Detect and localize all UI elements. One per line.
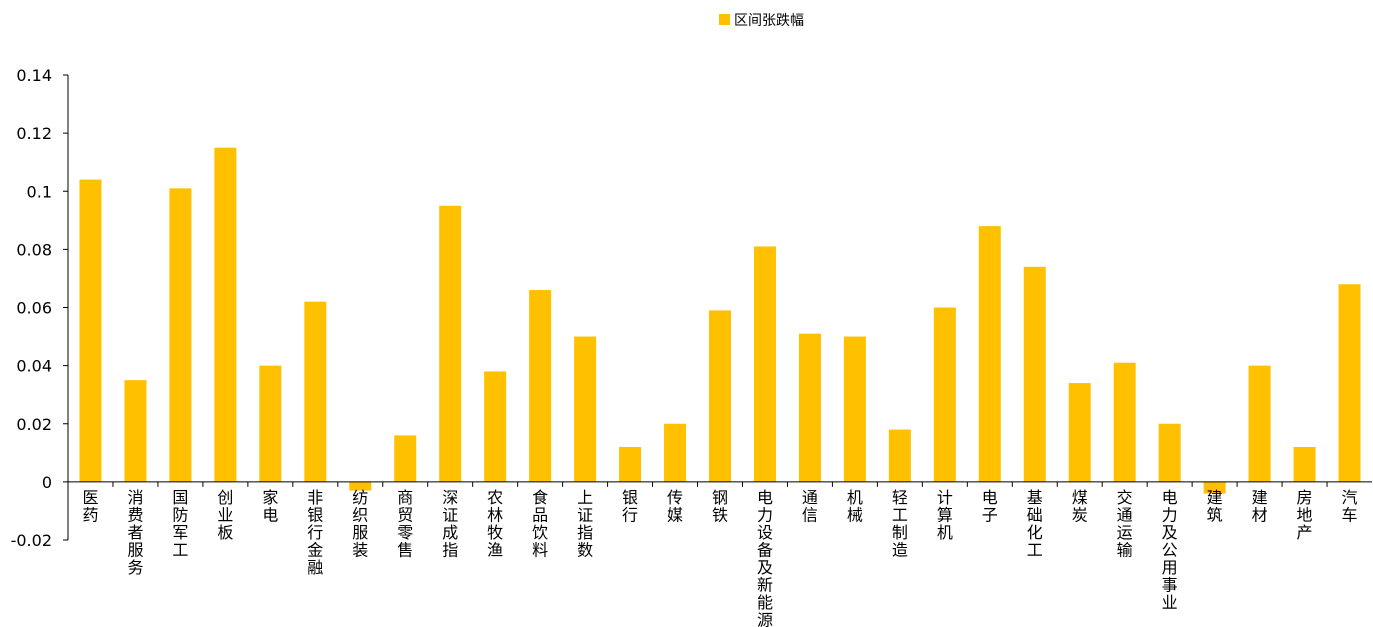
x-tick-label: 电力及公用事业: [1162, 488, 1178, 612]
legend: 区间张跌幅: [719, 13, 804, 29]
x-tick-label: 食品饮料: [532, 488, 548, 560]
bar: [439, 205, 462, 482]
bar: [259, 365, 282, 482]
x-tick-label: 创业板: [217, 488, 233, 542]
y-tick-label: 0.14: [16, 66, 52, 85]
bar: [484, 371, 507, 482]
x-tick-label: 通信: [802, 488, 818, 525]
x-tick-label: 电力设备及新能源: [757, 488, 773, 627]
y-axis: -0.02 0 0.02 0.04 0.06 0.08 0.1 0.12 0.14: [11, 66, 69, 550]
bar: [753, 246, 776, 482]
x-tick-label: 基础化工: [1027, 488, 1043, 560]
x-tick-label: 医药: [82, 488, 98, 525]
y-tick-label: 0.1: [27, 182, 52, 201]
bar: [709, 310, 731, 482]
bar: [843, 336, 866, 482]
x-tick-label: 农林牧渔: [487, 488, 503, 560]
bar: [1023, 266, 1046, 482]
bar: [394, 435, 417, 482]
bar: [529, 290, 552, 482]
bar: [1158, 423, 1181, 482]
x-tick-label: 建筑: [1207, 488, 1223, 525]
bar: [1203, 481, 1226, 494]
bar: [79, 179, 102, 482]
bar: [798, 333, 821, 482]
x-tick-label: 计算机: [937, 488, 953, 542]
bar: [1338, 284, 1361, 482]
x-tick-label: 钢铁: [712, 488, 728, 525]
legend-swatch: [719, 14, 730, 25]
bar: [619, 447, 642, 482]
bar: [574, 336, 597, 482]
bar: [978, 226, 1001, 482]
x-tick-label: 机械: [847, 488, 863, 525]
x-tick-label: 银行: [622, 488, 638, 525]
bar: [1068, 383, 1091, 482]
x-tick-label: 上证指数: [577, 488, 593, 560]
y-tick-label: 0.12: [16, 124, 52, 143]
bar: [1113, 362, 1136, 482]
bars: [79, 147, 1361, 494]
y-tick-label: 0: [42, 473, 52, 492]
bar: [664, 423, 687, 482]
bar: [214, 147, 237, 482]
bar: [124, 380, 147, 482]
bar: [1248, 365, 1271, 482]
x-tick-label: 传媒: [667, 488, 683, 525]
x-tick-label: 家电: [262, 488, 278, 525]
y-tick-label: 0.06: [16, 299, 52, 318]
x-tick-label: 商贸零售: [397, 488, 413, 560]
bar: [169, 188, 192, 482]
x-tick-label: 房地产: [1297, 488, 1313, 542]
x-axis: [68, 481, 1372, 487]
x-tick-label: 电子: [982, 488, 998, 525]
x-tick-label: 国防军工: [172, 488, 188, 560]
x-tick-label: 轻工制造: [892, 488, 908, 560]
bar: [304, 301, 327, 482]
x-tick-label: 非银行金融: [307, 488, 323, 577]
bar: [1293, 447, 1316, 482]
y-tick-label: 0.04: [16, 357, 52, 376]
x-tick-label: 汽车: [1342, 488, 1358, 525]
x-tick-label: 建材: [1252, 488, 1268, 525]
y-tick-label: 0.02: [16, 415, 52, 434]
x-tick-label: 纺织服装: [352, 488, 368, 560]
bar: [933, 307, 956, 482]
x-tick-label: 深证成指: [442, 488, 458, 560]
legend-label: 区间张跌幅: [734, 13, 804, 29]
y-tick-label: 0.08: [16, 240, 52, 259]
bar: [349, 481, 372, 491]
x-tick-label: 煤炭: [1072, 488, 1088, 525]
x-tick-label: 交通运输: [1117, 488, 1133, 560]
x-axis-labels: 医药 消费者服务 国防军工 创业板 家电 非银行金融 纺织服装 商贸零售 深证成指 农林牧渔 食品饮…: [82, 488, 1357, 627]
bar: [888, 429, 911, 482]
y-tick-label: -0.02: [11, 531, 52, 550]
x-tick-label: 消费者服务: [127, 488, 143, 577]
